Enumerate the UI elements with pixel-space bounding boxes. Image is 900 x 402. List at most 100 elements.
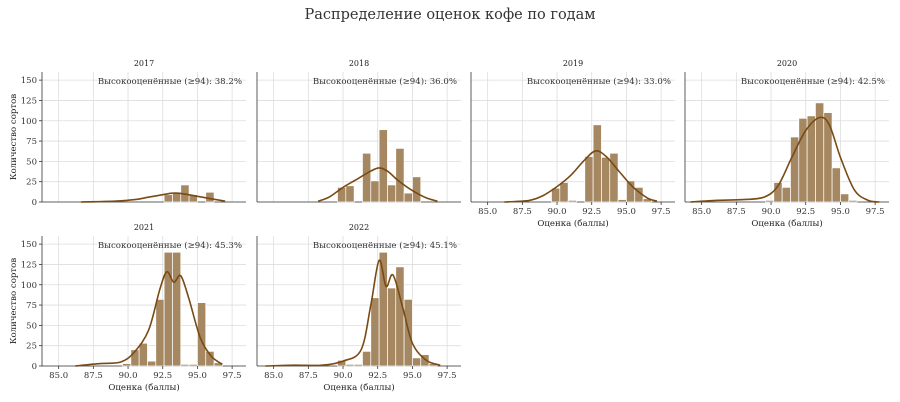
histogram-bar xyxy=(559,182,569,203)
histogram-bar xyxy=(155,299,165,367)
histogram-bar xyxy=(197,302,207,367)
histogram-bar xyxy=(188,194,198,203)
y-tick-label: 0 xyxy=(32,362,37,372)
panel-title: 2020 xyxy=(777,59,797,68)
panel-title: 2022 xyxy=(349,223,369,232)
panel-title: 2017 xyxy=(134,59,154,68)
y-tick-label: 50 xyxy=(26,157,37,167)
histogram-bar xyxy=(848,200,858,203)
y-tick-label: 100 xyxy=(21,281,37,291)
histogram-bar xyxy=(370,180,380,203)
x-tick-label: 90.0 xyxy=(334,371,353,381)
histogram-bar xyxy=(378,251,388,367)
y-tick-label: 25 xyxy=(26,342,37,352)
panel-2022: 2022 Высокооценённые (≥94): 45.1% 85.0 87.5… xyxy=(256,223,461,393)
histogram-bar xyxy=(609,152,619,203)
y-tick-label: 75 xyxy=(26,137,37,147)
kde-curve xyxy=(504,149,658,203)
histogram-bar xyxy=(781,187,791,203)
histogram-bar xyxy=(592,124,602,203)
x-tick-label: 92.5 xyxy=(796,207,815,217)
histogram-bar xyxy=(387,184,397,203)
y-tick-label: 25 xyxy=(26,178,37,188)
histogram-bar xyxy=(138,342,148,367)
kde-curve xyxy=(80,192,226,203)
histogram-bar xyxy=(205,191,215,203)
histogram-bar xyxy=(387,287,397,367)
histogram-bar xyxy=(395,148,405,203)
x-tick-label: 90.0 xyxy=(762,207,781,217)
histogram-bar xyxy=(765,200,775,203)
histogram-bar xyxy=(412,357,422,367)
histogram-bar xyxy=(353,364,363,367)
x-axis-label: Оценка (баллы) xyxy=(323,382,394,393)
histogram-bar xyxy=(806,115,816,203)
x-tick-label: 97.5 xyxy=(866,207,885,217)
x-axis-label: Оценка (баллы) xyxy=(751,218,822,229)
histogram-bar xyxy=(378,129,388,203)
histogram-bar xyxy=(370,297,380,367)
histogram-bar xyxy=(172,251,182,367)
histogram-bar xyxy=(412,176,422,203)
panel-2021: 2021 Высокооценённые (≥94): 45.3% 0 25 50 75 1… xyxy=(9,223,246,393)
histogram-bar xyxy=(362,351,372,367)
kde-curve xyxy=(317,167,438,202)
y-axis-label: Количество сортов xyxy=(9,258,19,345)
kde-curve xyxy=(265,259,441,367)
histogram-bar xyxy=(163,194,173,203)
high-score-annotation: Высокооценённые (≥94): 38.2% xyxy=(98,76,242,87)
high-score-annotation: Высокооценённые (≥94): 33.0% xyxy=(527,76,671,87)
kde-curve xyxy=(690,116,880,203)
panel-title: 2019 xyxy=(563,59,583,68)
high-score-annotation: Высокооценённые (≥94): 45.1% xyxy=(313,240,457,251)
chart-title: Распределение оценок кофе по годам xyxy=(304,7,596,23)
histogram-bar xyxy=(617,199,627,203)
x-tick-label: 95.0 xyxy=(403,371,422,381)
x-tick-label: 92.5 xyxy=(368,371,387,381)
histogram-bar xyxy=(823,112,833,203)
x-axis-label: Оценка (баллы) xyxy=(537,218,608,229)
high-score-annotation: Высокооценённые (≥94): 42.5% xyxy=(741,76,885,87)
x-tick-label: 92.5 xyxy=(582,207,601,217)
histogram-bar xyxy=(395,266,405,367)
high-score-annotation: Высокооценённые (≥94): 36.0% xyxy=(313,76,457,87)
histogram-bar xyxy=(403,192,413,203)
histogram-bar xyxy=(601,156,611,203)
panel-2018: 2018 Высокооценённые (≥94): 36.0% xyxy=(256,59,461,203)
histogram-bar xyxy=(122,363,132,367)
x-axis-label: Оценка (баллы) xyxy=(108,382,179,393)
x-tick-label: 85.0 xyxy=(49,371,68,381)
histogram-bar xyxy=(567,200,577,203)
histogram-bar xyxy=(840,193,850,203)
x-tick-label: 95.0 xyxy=(188,371,207,381)
x-tick-label: 85.0 xyxy=(264,371,283,381)
x-tick-label: 87.5 xyxy=(727,207,746,217)
x-tick-label: 97.5 xyxy=(652,207,671,217)
x-tick-label: 90.0 xyxy=(119,371,138,381)
histogram-bar xyxy=(584,156,594,203)
panel-2020: 2020 Высокооценённые (≥94): 42.5% 85.0 87.5… xyxy=(684,59,889,229)
x-tick-label: 87.5 xyxy=(299,371,318,381)
y-axis-label: Количество сортов xyxy=(9,94,19,181)
histogram-bar xyxy=(362,152,372,203)
x-tick-label: 92.5 xyxy=(153,371,172,381)
high-score-annotation: Высокооценённые (≥94): 45.3% xyxy=(98,240,242,251)
y-tick-label: 50 xyxy=(26,321,37,331)
y-tick-label: 75 xyxy=(26,301,37,311)
panel-title: 2021 xyxy=(134,223,154,232)
panel-2019: 2019 Высокооценённые (≥94): 33.0% 85.0 87.5… xyxy=(470,59,675,229)
x-tick-label: 85.0 xyxy=(692,207,711,217)
panel-2017: 2017 Высокооценённые (≥94): 38.2% 0 25 50 75 1… xyxy=(9,59,246,208)
y-tick-label: 0 xyxy=(32,198,37,208)
panel-title: 2018 xyxy=(349,59,369,68)
x-tick-label: 97.5 xyxy=(223,371,242,381)
histogram-bar xyxy=(345,185,355,203)
histogram-bar xyxy=(345,364,355,367)
x-tick-label: 90.0 xyxy=(548,207,567,217)
x-tick-label: 87.5 xyxy=(513,207,532,217)
y-tick-label: 150 xyxy=(21,240,37,250)
x-tick-label: 87.5 xyxy=(84,371,103,381)
y-tick-label: 100 xyxy=(21,117,37,127)
histogram-bar xyxy=(420,354,430,367)
